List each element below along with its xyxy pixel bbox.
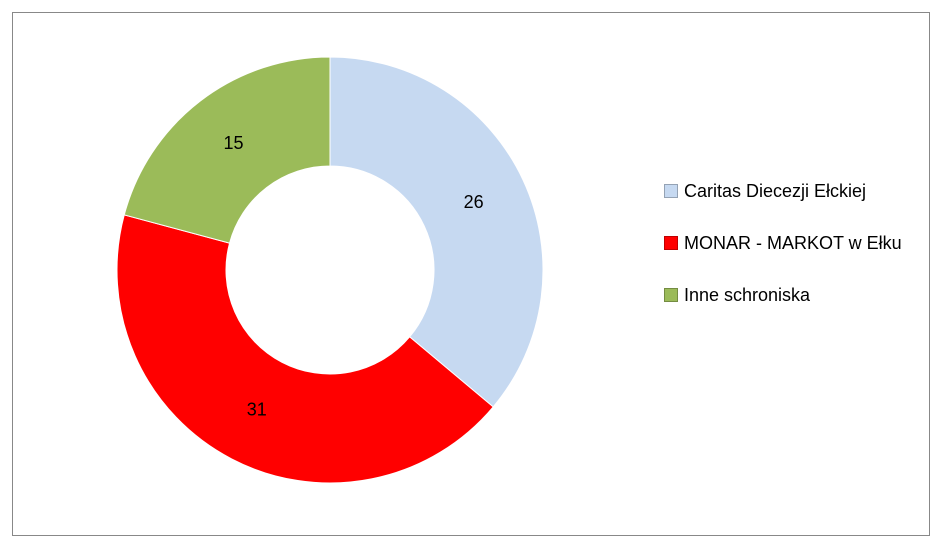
legend-item: Inne schroniska <box>664 280 924 310</box>
legend-item: Caritas Diecezji Ełckiej <box>664 176 924 206</box>
legend-swatch <box>664 288 678 302</box>
legend-label: MONAR - MARKOT w Ełku <box>684 233 902 253</box>
legend-label: Caritas Diecezji Ełckiej <box>684 181 867 201</box>
data-label: 15 <box>223 133 243 153</box>
donut-slice <box>329 56 544 408</box>
legend-swatch <box>664 184 678 198</box>
data-label: 31 <box>247 399 267 419</box>
data-label: 26 <box>464 192 484 212</box>
donut-slice <box>123 56 331 244</box>
donut-slice <box>116 214 494 484</box>
legend-swatch <box>664 236 678 250</box>
legend-item: MONAR - MARKOT w Ełku <box>664 228 924 258</box>
legend-label: Inne schroniska <box>684 285 811 305</box>
legend: Caritas Diecezji Ełckiej MONAR - MARKOT w… <box>664 176 924 332</box>
